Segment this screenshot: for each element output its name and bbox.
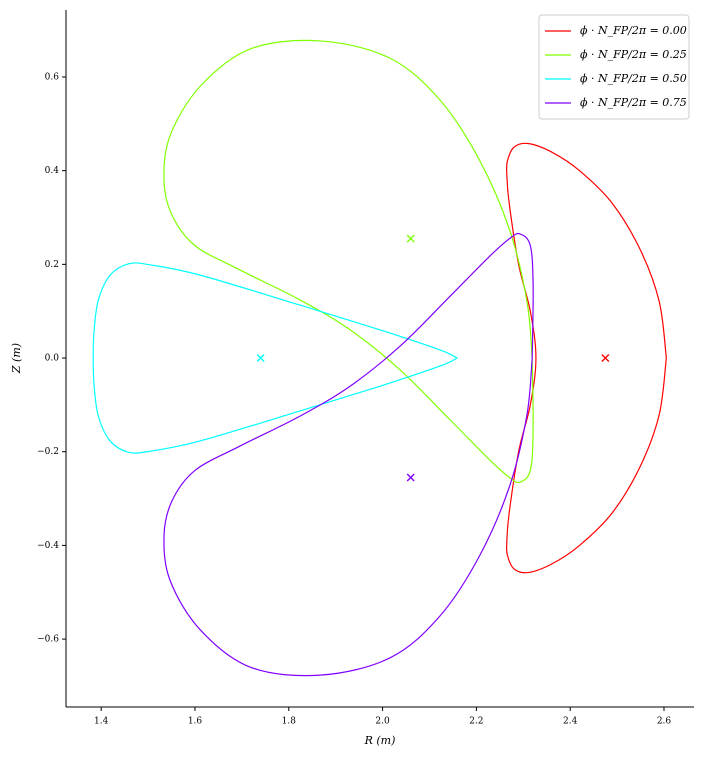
x-tick-label: 1.8: [282, 717, 297, 727]
center-marker: [256, 354, 265, 363]
y-tick-label: 0.0: [45, 354, 60, 364]
legend-box: [538, 14, 690, 120]
center-marker: [601, 354, 610, 363]
center-marker: [406, 234, 415, 243]
center-marker: [406, 473, 415, 482]
y-tick-label: 0.2: [45, 260, 59, 270]
curve: [163, 39, 534, 484]
x-tick-label: 2.2: [469, 717, 483, 727]
y-axis-label: Z (m): [10, 343, 23, 374]
legend-label: ϕ · N_FP/2π = 0.25: [580, 48, 687, 61]
x-tick-label: 2.6: [657, 717, 672, 727]
y-tick-label: 0.6: [45, 72, 60, 82]
y-tick-label: 0.4: [45, 166, 60, 176]
x-tick-label: 2.0: [375, 717, 390, 727]
y-tick-label: −0.2: [37, 447, 59, 457]
curve: [92, 262, 458, 454]
x-axis-label: R (m): [364, 734, 396, 747]
y-tick-label: −0.6: [37, 635, 59, 645]
x-tick-label: 2.4: [563, 717, 578, 727]
y-tick-label: −0.4: [37, 541, 59, 551]
curve: [505, 142, 667, 574]
x-tick-label: 1.4: [94, 717, 109, 727]
curve: [163, 232, 534, 677]
x-tick-label: 1.6: [188, 717, 203, 727]
legend-label: ϕ · N_FP/2π = 0.00: [580, 24, 687, 37]
legend-label: ϕ · N_FP/2π = 0.75: [580, 96, 687, 109]
legend-label: ϕ · N_FP/2π = 0.50: [580, 72, 687, 85]
